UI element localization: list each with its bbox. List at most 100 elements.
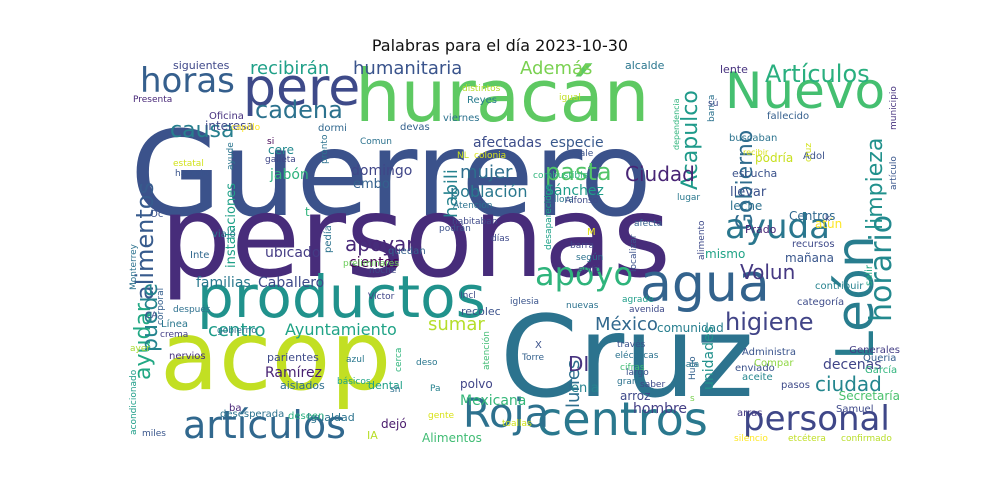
word-157: atención [482, 331, 492, 370]
word-36: Además [520, 60, 593, 79]
word-160: X [535, 340, 542, 351]
word-79: buscaban [729, 133, 778, 144]
word-51: Caballero [258, 275, 325, 291]
word-21: cadena [255, 96, 343, 124]
word-182: podrán [439, 224, 471, 234]
word-64: alcalde [625, 60, 665, 72]
word-113: distintos [462, 84, 501, 94]
word-186: alimento [697, 220, 707, 260]
word-134: Línea [161, 319, 188, 330]
word-118: Oficina [209, 111, 244, 122]
word-22: higiene [725, 308, 814, 336]
word-44: población [450, 182, 528, 201]
word-80: fallecido [767, 111, 810, 122]
word-84: dejó [381, 417, 407, 431]
word-151: sh [390, 385, 401, 395]
word-91: enviado [735, 363, 775, 374]
word-195: k [825, 214, 831, 224]
word-13: Roja [463, 391, 550, 437]
word-127: viajó [212, 229, 236, 240]
word-179: llora [554, 195, 574, 205]
word-54: Ramírez [265, 365, 322, 381]
word-cloud: Guerrero personas acop Cruz huracán productos… [125, 60, 900, 450]
word-31: México [595, 314, 658, 335]
word-178: M [587, 227, 596, 238]
word-57: comunidad [657, 321, 724, 335]
word-115: devas [400, 122, 430, 133]
word-103: contribuir [815, 281, 864, 292]
word-11: artículos [183, 403, 346, 447]
word-137: nervios [169, 351, 206, 362]
word-184: habitaban [452, 217, 498, 227]
word-146: Víctor [368, 292, 395, 302]
word-185: lugar [677, 193, 701, 203]
word-30: apoyar [345, 232, 415, 256]
word-188: NL [457, 151, 469, 161]
word-166: gran [617, 377, 638, 387]
word-145: noche [369, 266, 397, 276]
word-193: sú [708, 99, 719, 109]
word-9: agua [640, 254, 770, 314]
word-163: través [617, 340, 646, 350]
word-191: dependencia [672, 98, 681, 150]
word-153: deso [416, 358, 438, 368]
word-152: Pa [430, 384, 441, 394]
word-49: domingo [351, 163, 413, 179]
word-42: centro [208, 320, 266, 341]
word-53: instalaciones [224, 183, 239, 268]
word-47: cientos [349, 255, 400, 271]
word-177: barra [570, 241, 594, 251]
word-124: ayude [226, 142, 236, 170]
word-34: recibirán [250, 60, 330, 79]
word-135: crema [160, 330, 189, 340]
word-173: según [576, 253, 604, 263]
word-148: básicos [337, 377, 371, 387]
word-63: siguientes [173, 60, 230, 72]
word-77: escucha [732, 167, 778, 180]
word-90: Administra [742, 347, 797, 358]
word-125: pronto [320, 134, 330, 164]
word-155: recolec [461, 305, 501, 318]
word-3: Cruz [500, 293, 755, 423]
word-97: silencio [734, 434, 768, 444]
word-81: enla [571, 381, 599, 396]
word-139: miles [142, 429, 166, 439]
word-196: t [305, 205, 310, 219]
word-111: viernes [443, 113, 480, 124]
word-112: igual [559, 93, 581, 103]
word-116: dormi [318, 123, 347, 134]
word-40: sumar [428, 314, 485, 335]
word-82: arroz [620, 389, 651, 403]
word-98: arras [737, 408, 763, 419]
word-65: lente [720, 63, 748, 76]
word-67: jabón [270, 167, 309, 183]
word-108: artículo [889, 156, 899, 190]
word-78: podría [755, 151, 794, 165]
word-109: recibir [743, 148, 769, 157]
word-129: Oc [150, 209, 164, 220]
word-94: Samuel [836, 404, 874, 415]
word-73: mañana [785, 251, 834, 265]
word-180: Alfonso [565, 196, 599, 206]
word-168: largo [626, 368, 649, 378]
word-4: huracán [355, 60, 650, 138]
word-93: Generales [849, 345, 900, 356]
word-56: decenas [823, 357, 882, 373]
word-120: si [267, 137, 275, 147]
word-18: Artículos [765, 60, 870, 88]
word-159: toallas [502, 419, 532, 429]
word-150: cerca [394, 347, 404, 372]
word-70: atún [815, 217, 843, 231]
word-181: desaparecidos [544, 184, 554, 250]
word-101: Queria [863, 353, 897, 364]
word-46: especie [550, 135, 604, 151]
word-26: limpieza [863, 137, 888, 230]
word-85: dental [368, 379, 403, 392]
word-110: Compar [754, 358, 794, 369]
word-0: Guerrero [130, 105, 652, 243]
word-45: afectadas [473, 135, 542, 151]
word-122: hacerlo [175, 169, 209, 179]
word-189: colonia [474, 151, 507, 161]
word-32: mujer [460, 162, 513, 183]
word-72: leche [730, 199, 763, 213]
